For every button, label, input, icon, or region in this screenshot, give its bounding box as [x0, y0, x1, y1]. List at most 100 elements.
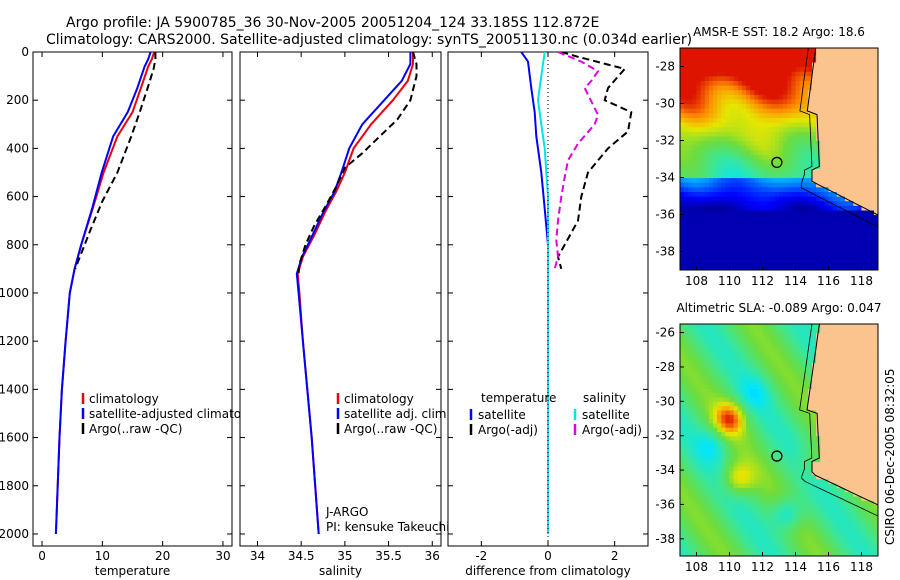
map-cell: [713, 500, 718, 505]
map-cell: [828, 205, 834, 211]
map-cell: [791, 66, 797, 72]
map-cell: [750, 52, 755, 58]
map-cell: [836, 48, 842, 54]
map-cell: [820, 237, 825, 243]
map-cell: [795, 508, 801, 514]
map-cell: [766, 219, 772, 225]
map-cell: [737, 237, 743, 243]
map-cell: [849, 547, 854, 553]
map-cell: [762, 414, 768, 420]
map-cell: [807, 371, 813, 377]
map-cell: [754, 228, 759, 234]
map-cell: [849, 517, 854, 523]
map-cell: [750, 61, 755, 68]
map-cell: [725, 75, 731, 81]
map-cell: [741, 483, 747, 488]
map-cell: [828, 186, 834, 192]
map-cell: [708, 112, 714, 118]
map-cell: [684, 388, 689, 394]
map-cell: [861, 517, 867, 523]
map-cell: [729, 409, 735, 415]
map-cell: [733, 228, 739, 234]
map-cell: [737, 85, 743, 91]
map-cell: [861, 470, 867, 475]
map-cell: [680, 495, 685, 501]
map-cell: [725, 375, 731, 381]
map-cell: [737, 491, 743, 497]
map-cell: [779, 414, 784, 420]
map-cell: [857, 159, 863, 165]
map-cell: [708, 196, 714, 202]
map-cell: [766, 265, 772, 270]
map-cell: [721, 324, 726, 329]
map-cell: [861, 168, 867, 174]
map-cell: [688, 525, 693, 531]
map-cell: [713, 495, 718, 501]
map-cell: [820, 409, 825, 415]
map-cell: [684, 371, 689, 377]
map-cell: [721, 191, 726, 197]
map-cell: [733, 196, 739, 202]
map-cell: [737, 332, 743, 338]
map-cell: [770, 379, 776, 385]
map-cell: [692, 483, 698, 488]
map-cell: [717, 186, 722, 192]
map-cell: [779, 246, 784, 253]
map-cell: [750, 154, 755, 160]
map-cell: [717, 474, 722, 480]
map-cell: [849, 66, 854, 72]
map-cell: [799, 103, 805, 109]
map-cell: [845, 140, 850, 146]
map-cell: [680, 431, 685, 437]
map-cell: [725, 435, 731, 441]
map-cell: [754, 379, 759, 385]
map-cell: [754, 214, 759, 220]
map-cell: [729, 228, 735, 234]
map-cell: [741, 534, 747, 540]
map-cell: [828, 172, 834, 179]
map-cell: [717, 513, 722, 518]
map-cell: [766, 354, 772, 359]
map-cell: [725, 465, 731, 471]
map-cell: [758, 341, 764, 347]
map-cell: [741, 551, 747, 556]
map-cell: [692, 379, 698, 385]
map-cell: [729, 341, 735, 347]
map-cell: [799, 260, 805, 266]
map-cell: [688, 375, 693, 381]
map-cell: [799, 504, 805, 510]
map-cell: [704, 57, 710, 63]
map-cell: [766, 126, 772, 132]
map-cell: [861, 135, 867, 142]
map-cell: [688, 140, 693, 146]
map-cell: [849, 191, 854, 197]
map-cell: [684, 219, 689, 225]
map-cell: [692, 172, 698, 179]
map-cell: [774, 48, 780, 54]
map-cell: [696, 168, 702, 174]
map-cell: [737, 452, 743, 458]
map-cell: [721, 172, 726, 179]
map-cell: [849, 530, 854, 536]
map-cell: [779, 163, 784, 169]
map-cell: [869, 205, 875, 211]
map-cell: [787, 219, 792, 225]
map-cell: [783, 126, 788, 132]
map-cell: [791, 256, 797, 262]
map-cell: [700, 379, 706, 385]
map-cell: [696, 163, 702, 169]
map-cell: [787, 388, 792, 394]
map-cell: [729, 444, 735, 450]
map-cell: [820, 251, 825, 257]
map-cell: [770, 354, 776, 359]
map-cell: [836, 483, 842, 488]
map-cell: [684, 465, 689, 471]
map-cell: [803, 521, 809, 527]
map-cell: [795, 168, 801, 174]
map-cell: [832, 80, 838, 86]
map-cell: [688, 98, 693, 105]
map-cell: [717, 487, 722, 493]
map-cell: [721, 431, 726, 437]
map-cell: [770, 508, 776, 514]
map-cell: [824, 251, 830, 257]
